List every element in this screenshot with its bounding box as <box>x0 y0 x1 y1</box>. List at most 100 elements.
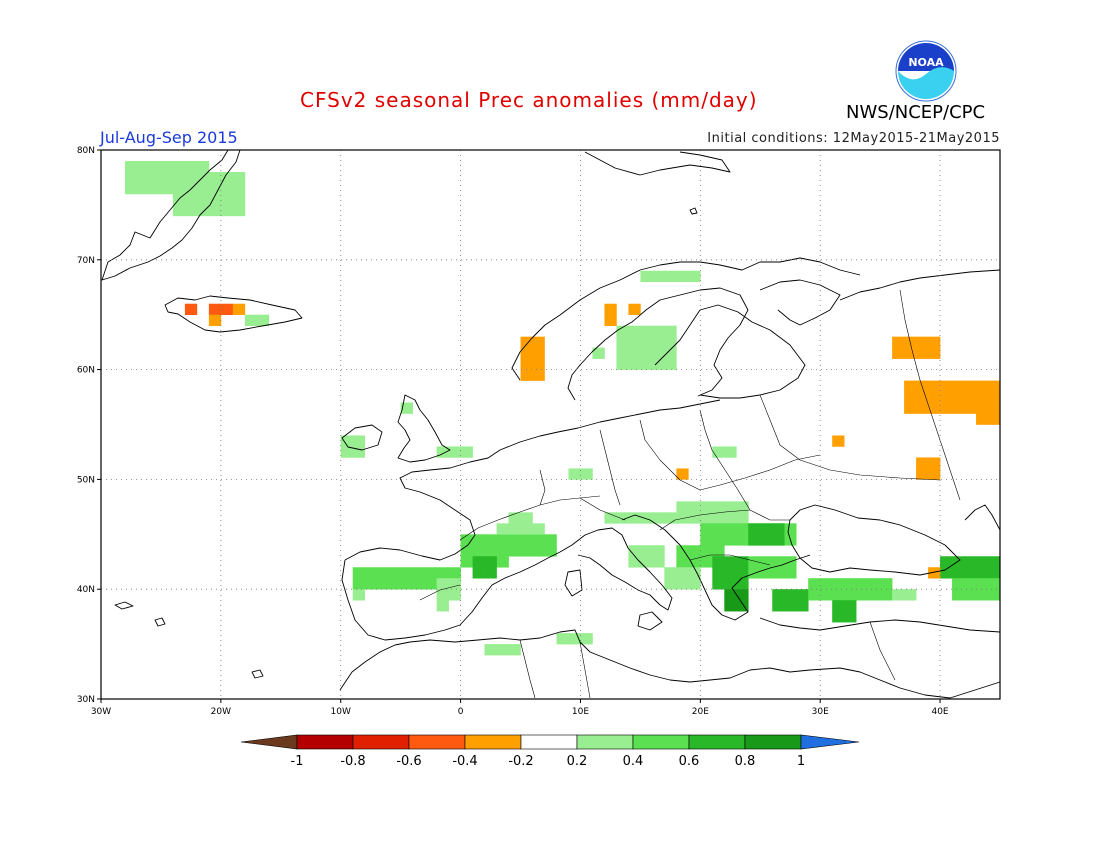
anomaly-cell <box>964 578 977 590</box>
anomaly-cell <box>664 347 677 359</box>
anomaly-cell <box>736 578 749 590</box>
anomaly-cell <box>976 578 989 590</box>
anomaly-cell <box>988 578 1001 590</box>
anomaly-cell <box>772 600 785 612</box>
anomaly-cell <box>748 523 761 535</box>
colorbar-label: 0.4 <box>623 754 644 769</box>
anomaly-cell <box>400 402 413 414</box>
anomaly-cell <box>196 160 210 173</box>
anomaly-cell <box>724 567 737 579</box>
anomaly-cell <box>952 391 965 403</box>
svg-text:NOAA: NOAA <box>908 56 944 69</box>
anomaly-cell <box>196 204 210 217</box>
anomaly-cell <box>532 358 545 370</box>
anomaly-cell <box>640 270 653 283</box>
anomaly-cell <box>472 567 485 579</box>
anomaly-cell <box>952 578 965 590</box>
anomaly-cell <box>472 556 485 568</box>
anomaly-cell <box>748 556 761 568</box>
anomaly-cell <box>364 567 377 579</box>
anomaly-cell <box>772 523 785 535</box>
anomaly-cell <box>400 578 413 590</box>
anomaly-cell <box>616 347 629 359</box>
anomaly-cell <box>700 523 713 535</box>
anomaly-cell <box>340 435 354 447</box>
anomaly-cell <box>208 303 222 315</box>
forecast-period: Jul-Aug-Sep 2015 <box>100 128 238 147</box>
lat-label: 40N <box>77 585 95 595</box>
axis-labels: 30N 40N 50N 60N 70N 80N 30W 20W 10W 0 10E 20E 30E 40E <box>77 146 949 717</box>
anomaly-cell <box>700 501 713 513</box>
anomaly-cell <box>352 446 366 458</box>
anomaly-cell <box>868 578 881 590</box>
colorbar-label: 1 <box>797 754 805 769</box>
anomaly-cell <box>952 402 965 414</box>
colorbar-arrow-low <box>240 734 298 750</box>
anomaly-cell <box>208 182 222 195</box>
colorbar-swatch <box>520 734 578 750</box>
anomaly-cell <box>712 512 725 524</box>
anomaly-cell <box>592 347 605 359</box>
anomaly-cell <box>580 468 593 480</box>
anomaly-cell <box>916 336 929 348</box>
colorbar-label: -0.2 <box>508 754 533 769</box>
anomaly-cell <box>460 446 473 458</box>
anomaly-cell <box>628 325 641 337</box>
anomaly-cell <box>436 446 449 458</box>
anomaly-cell <box>724 600 737 612</box>
anomaly-cell <box>832 600 845 612</box>
anomaly-cell <box>808 578 821 590</box>
anomaly-cell <box>688 578 701 590</box>
anomaly-cell <box>952 380 965 392</box>
anomaly-cell <box>520 336 533 348</box>
anomaly-cell <box>460 556 473 568</box>
anomaly-cell <box>652 347 665 359</box>
anomaly-cell <box>172 204 186 217</box>
anomaly-cell <box>928 402 941 414</box>
anomaly-cell <box>880 589 893 601</box>
anomaly-cell <box>208 204 222 217</box>
anomaly-cell <box>676 578 689 590</box>
anomaly-cells <box>124 160 1001 656</box>
colorbar-label: 0.2 <box>567 754 588 769</box>
anomaly-cell <box>520 369 533 381</box>
anomaly-cell <box>952 556 965 568</box>
anomaly-cell <box>796 600 809 612</box>
anomaly-cell <box>436 589 449 601</box>
lon-label: 30E <box>812 707 829 717</box>
anomaly-cell <box>964 380 977 392</box>
colorbar-legend: -1 -0.8 -0.6 -0.4 -0.2 0.2 0.4 0.6 0.8 1 <box>240 734 860 769</box>
anomaly-cell <box>736 556 749 568</box>
anomaly-cell <box>184 160 198 173</box>
colorbar-arrow-high <box>800 734 860 750</box>
anomaly-cell <box>136 160 150 173</box>
anomaly-cell <box>448 446 461 458</box>
anomaly-cell <box>220 204 234 217</box>
anomaly-cell <box>628 556 641 568</box>
anomaly-cell <box>208 171 222 184</box>
anomaly-cell <box>724 534 737 546</box>
anomaly-cell <box>208 193 222 206</box>
anomaly-cell <box>244 314 258 326</box>
anomaly-cell <box>496 545 509 557</box>
anomaly-cell <box>736 523 749 535</box>
anomaly-cell <box>712 545 725 557</box>
lon-label: 0 <box>458 707 464 717</box>
colorbar-label: 0.6 <box>679 754 700 769</box>
anomaly-cell <box>724 589 737 601</box>
anomaly-cell <box>736 534 749 546</box>
anomaly-cell <box>928 347 941 359</box>
anomaly-cell <box>724 523 737 535</box>
anomaly-cell <box>508 534 521 546</box>
anomaly-cell <box>964 567 977 579</box>
anomaly-cell <box>976 402 989 414</box>
anomaly-cell <box>916 347 929 359</box>
anomaly-cell <box>376 578 389 590</box>
anomaly-cell <box>124 171 138 184</box>
anomaly-cell <box>928 468 941 480</box>
anomaly-cell <box>532 369 545 381</box>
anomaly-cell <box>160 171 174 184</box>
anomaly-cell <box>664 512 677 524</box>
anomaly-cell <box>688 556 701 568</box>
anomaly-cell <box>652 336 665 348</box>
